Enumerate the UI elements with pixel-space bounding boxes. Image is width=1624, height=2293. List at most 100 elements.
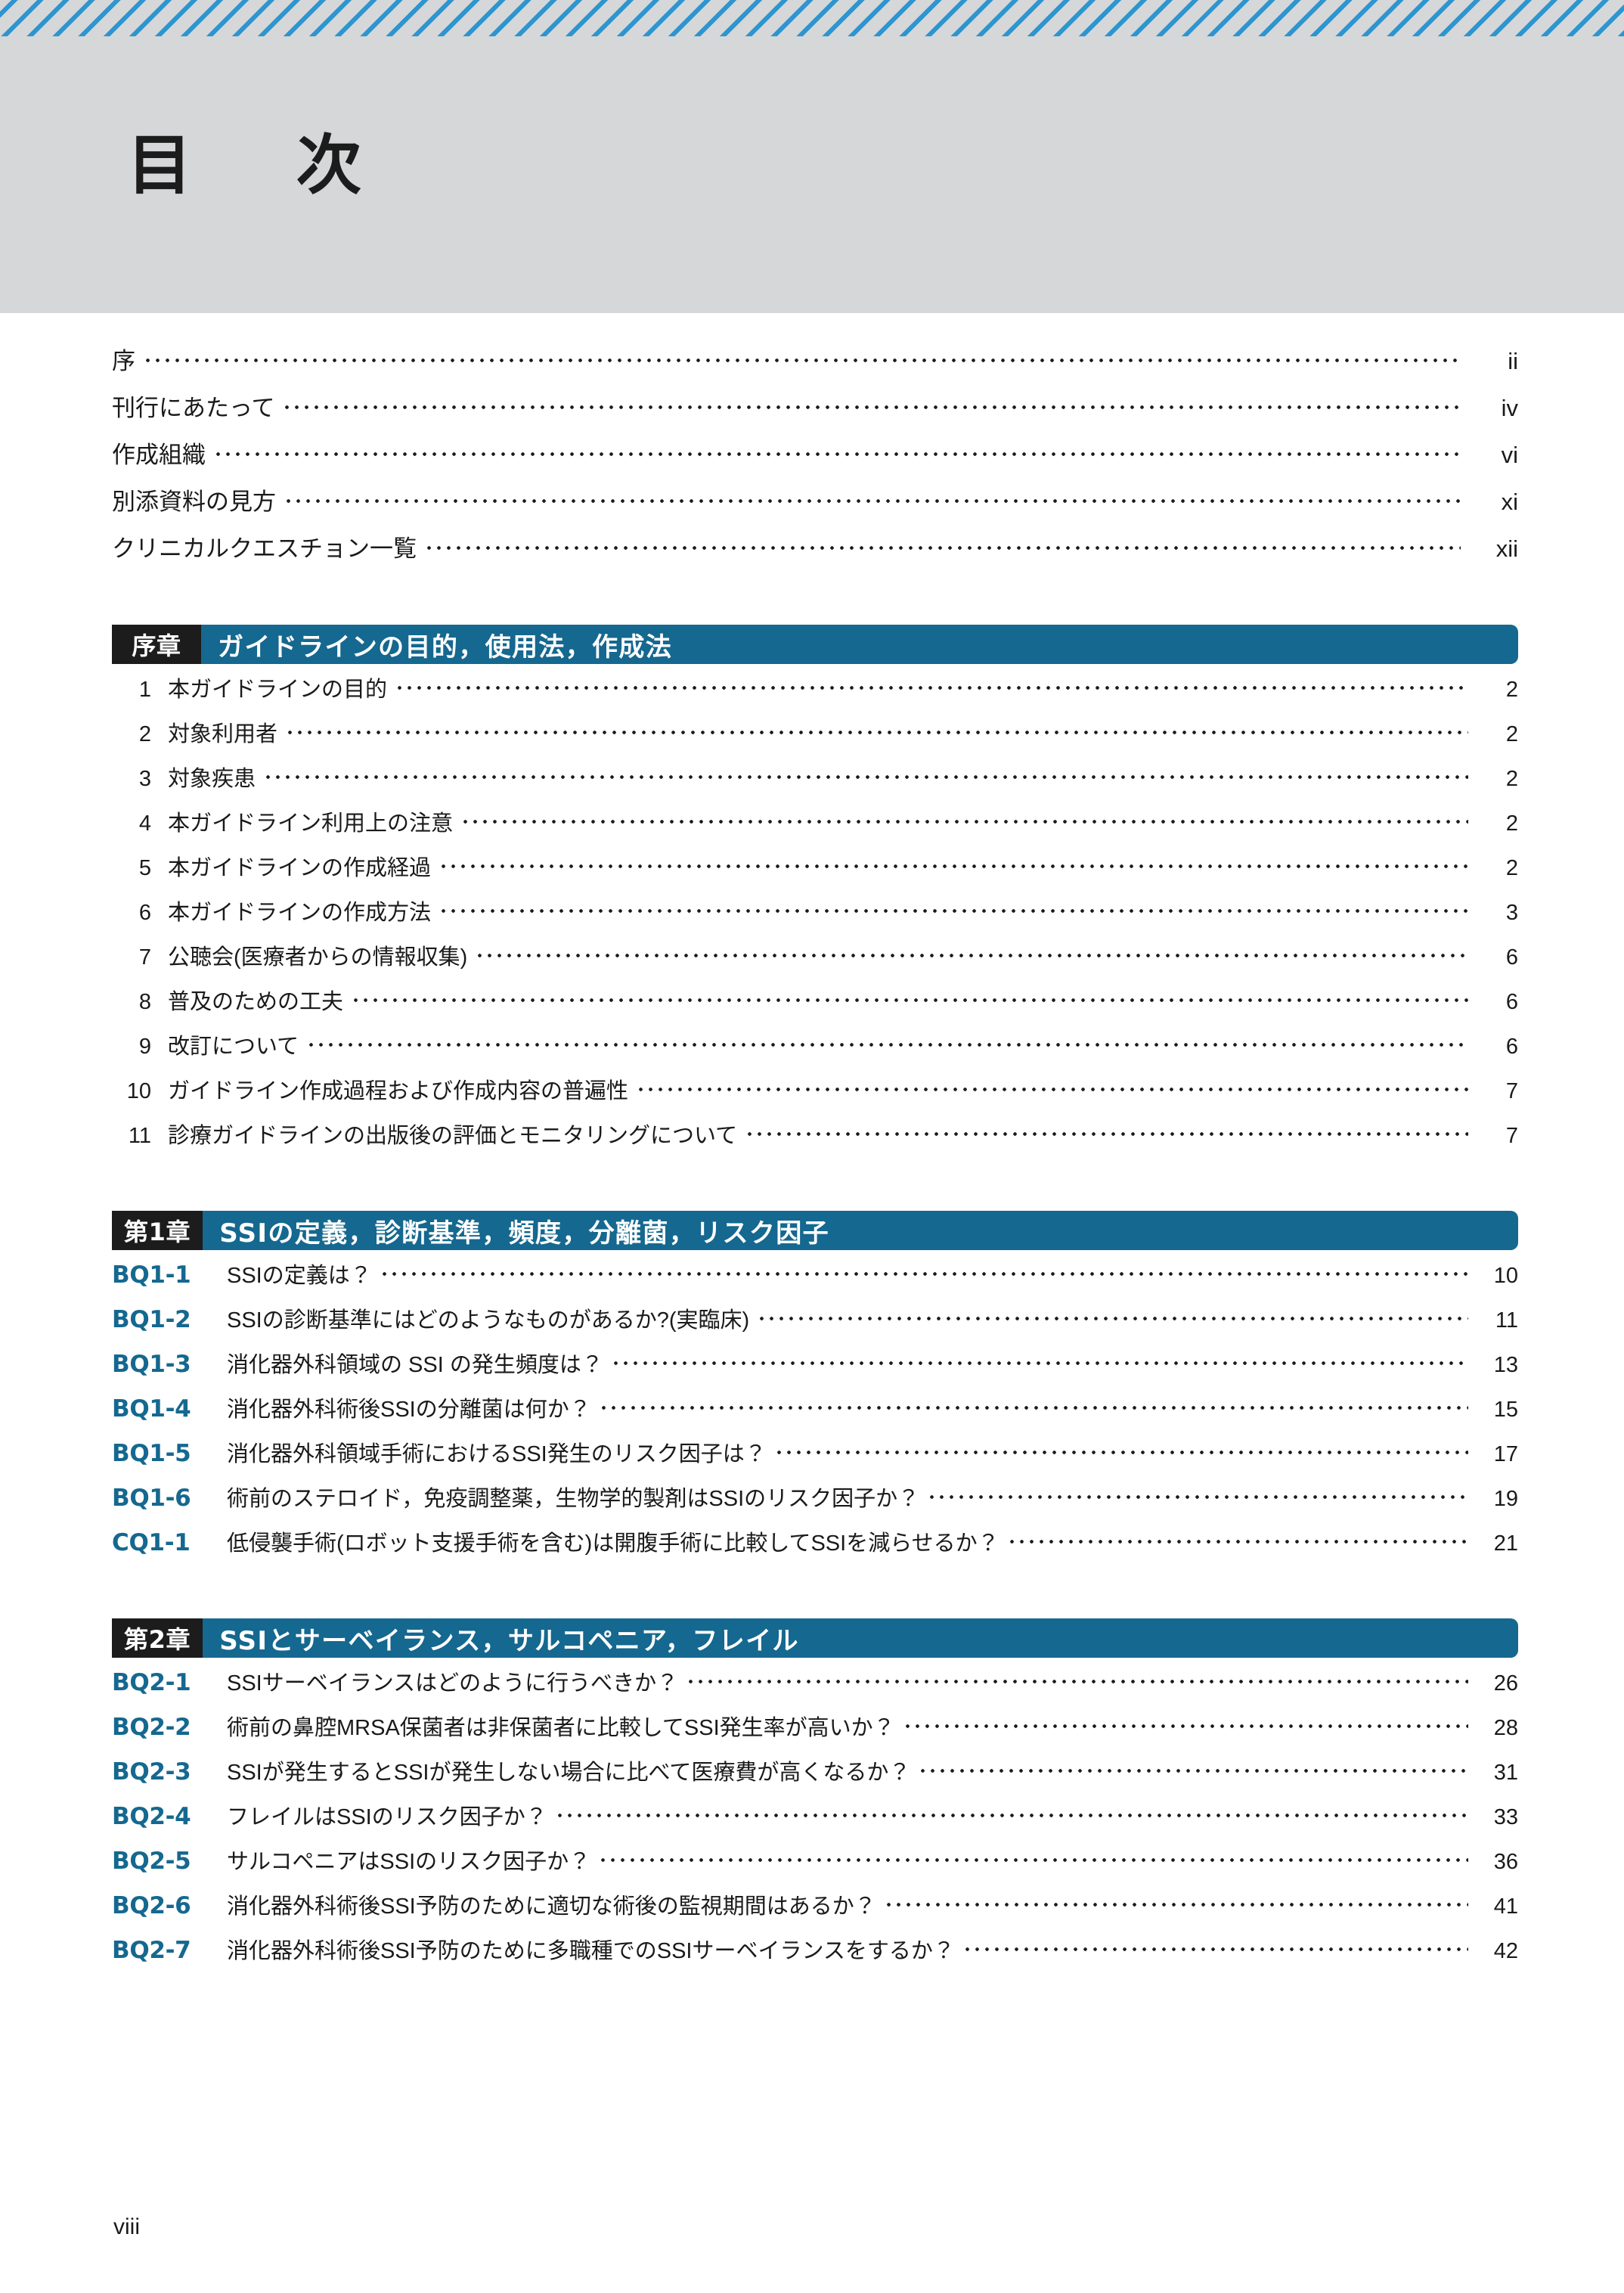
- front-matter-row[interactable]: 作成組織 vi: [112, 436, 1518, 482]
- entry-label: 対象疾患: [168, 767, 256, 791]
- entry-label: SSIの診断基準にはどのようなものがあるか?(実臨床): [227, 1308, 750, 1333]
- dot-leader: [760, 1305, 1468, 1327]
- entry-label: 消化器外科領域手術におけるSSI発生のリスク因子は？: [227, 1442, 767, 1466]
- entry-label: 消化器外科術後SSI予防のために多職種でのSSIサーベイランスをするか？: [227, 1939, 955, 1963]
- question-code: BQ1-4: [112, 1395, 191, 1423]
- entry-page-number: 19: [1493, 1487, 1518, 1511]
- section-spacer: [112, 576, 1518, 596]
- question-code: BQ1-6: [112, 1485, 191, 1512]
- numbered-entry-row[interactable]: 3 対象疾患 2: [112, 761, 1518, 805]
- front-matter-row[interactable]: 刊行にあたって iv: [112, 389, 1518, 436]
- question-entry-row[interactable]: BQ1-5 消化器外科領域手術におけるSSI発生のリスク因子は？ 17: [112, 1436, 1518, 1481]
- entry-page-number: 41: [1493, 1894, 1518, 1919]
- section-spacer: [112, 1570, 1518, 1590]
- entry-page-number: 36: [1493, 1850, 1518, 1874]
- numbered-entry-row[interactable]: 6 本ガイドラインの作成方法 3: [112, 895, 1518, 939]
- question-entry-row[interactable]: BQ1-2 SSIの診断基準にはどのようなものがあるか?(実臨床) 11: [112, 1302, 1518, 1347]
- entry-label: 術前の鼻腔MRSA保菌者は非保菌者に比較してSSI発生率が高いか？: [227, 1716, 895, 1740]
- dot-leader: [382, 1261, 1468, 1283]
- front-matter-label: 作成組織: [112, 442, 206, 468]
- question-entry-row[interactable]: BQ1-4 消化器外科術後SSIの分離菌は何か？ 15: [112, 1392, 1518, 1436]
- entry-page-number: 2: [1505, 856, 1518, 880]
- chapter-title: SSIの定義，診断基準，頻度，分離菌，リスク因子: [203, 1211, 1518, 1250]
- question-entry-row[interactable]: BQ1-1 SSIの定義は？ 10: [112, 1258, 1518, 1302]
- entry-page-number: 28: [1493, 1716, 1518, 1740]
- question-code: BQ1-2: [112, 1306, 191, 1333]
- dot-leader: [442, 898, 1468, 920]
- entry-label: 普及のための工夫: [168, 990, 344, 1014]
- question-entry-row[interactable]: BQ1-6 術前のステロイド，免疫調整薬，生物学的製剤はSSIのリスク因子か？ 19: [112, 1481, 1518, 1525]
- entry-page-number: 42: [1493, 1939, 1518, 1963]
- entry-page-number: 33: [1493, 1805, 1518, 1829]
- entry-label: SSIの定義は？: [227, 1264, 372, 1288]
- front-matter-list: 序 ii 刊行にあたって iv 作成組織 vi 別添資料の見方 xi クリニカルクエスチョン一覧…: [112, 342, 1518, 576]
- entry-number: 2: [138, 722, 151, 746]
- question-entry-row[interactable]: BQ2-1 SSIサーベイランスはどのように行うべきか？ 26: [112, 1665, 1518, 1710]
- chapter-title: ガイドラインの目的，使用法，作成法: [201, 625, 1518, 664]
- entry-label: 公聴会(医療者からの情報収集): [168, 945, 468, 970]
- page-folio: viii: [113, 2214, 140, 2239]
- dot-leader: [463, 808, 1468, 830]
- numbered-entry-row[interactable]: 1 本ガイドラインの目的 2: [112, 672, 1518, 716]
- numbered-entry-row[interactable]: 10 ガイドライン作成過程および作成内容の普遍性 7: [112, 1073, 1518, 1118]
- chapter-header-bar: 第1章 SSIの定義，診断基準，頻度，分離菌，リスク因子: [112, 1211, 1518, 1250]
- question-code: BQ2-1: [112, 1669, 191, 1696]
- entry-page-number: 17: [1493, 1442, 1518, 1466]
- question-entry-row[interactable]: BQ2-5 サルコペニアはSSIのリスク因子か？ 36: [112, 1844, 1518, 1888]
- entry-number: 4: [138, 811, 151, 836]
- dot-leader: [689, 1668, 1468, 1690]
- question-code: BQ2-3: [112, 1758, 191, 1786]
- dot-leader: [288, 719, 1468, 741]
- dot-leader: [285, 393, 1461, 416]
- dot-leader: [965, 1936, 1468, 1958]
- entry-number: 7: [138, 945, 151, 970]
- chapter-title: SSIとサーベイランス，サルコペニア，フレイル: [203, 1618, 1518, 1658]
- question-entry-row[interactable]: BQ1-3 消化器外科領域の SSI の発生頻度は？ 13: [112, 1347, 1518, 1392]
- entry-label: サルコペニアはSSIのリスク因子か？: [227, 1850, 591, 1874]
- dot-leader: [601, 1395, 1468, 1416]
- question-code: BQ1-1: [112, 1261, 191, 1289]
- numbered-entry-row[interactable]: 8 普及のための工夫 6: [112, 984, 1518, 1029]
- question-entry-row[interactable]: BQ2-3 SSIが発生するとSSIが発生しない場合に比べて医療費が高くなるか？ 3…: [112, 1755, 1518, 1799]
- diagonal-stripe-decoration: [0, 0, 1624, 36]
- question-code: BQ2-7: [112, 1937, 191, 1964]
- dot-leader: [216, 439, 1461, 463]
- question-code: BQ1-5: [112, 1440, 191, 1467]
- section-spacer: [112, 1162, 1518, 1182]
- entry-label: 術前のステロイド，免疫調整薬，生物学的製剤はSSIのリスク因子か？: [227, 1487, 920, 1511]
- front-matter-row[interactable]: 別添資料の見方 xi: [112, 482, 1518, 529]
- front-matter-label: 序: [112, 348, 135, 374]
- dot-leader: [146, 346, 1461, 369]
- numbered-entry-row[interactable]: 9 改訂について 6: [112, 1029, 1518, 1073]
- question-entry-row[interactable]: BQ2-7 消化器外科術後SSI予防のために多職種でのSSIサーベイランスをするか…: [112, 1933, 1518, 1978]
- numbered-entry-row[interactable]: 2 対象利用者 2: [112, 716, 1518, 761]
- dot-leader: [921, 1758, 1468, 1779]
- page-header-banner: 目 次: [0, 0, 1624, 313]
- question-code: BQ2-5: [112, 1848, 191, 1875]
- numbered-entry-row[interactable]: 11 診療ガイドラインの出版後の評価とモニタリングについて 7: [112, 1118, 1518, 1162]
- numbered-entry-row[interactable]: 7 公聴会(医療者からの情報収集) 6: [112, 939, 1518, 984]
- front-matter-row[interactable]: 序 ii: [112, 342, 1518, 389]
- dot-leader: [1009, 1528, 1468, 1550]
- question-code: BQ2-4: [112, 1803, 191, 1830]
- entry-label: 消化器外科領域の SSI の発生頻度は？: [227, 1353, 603, 1377]
- front-matter-page-number: xii: [1495, 535, 1518, 562]
- entry-page-number: 11: [1495, 1308, 1518, 1333]
- question-entry-row[interactable]: BQ2-2 術前の鼻腔MRSA保菌者は非保菌者に比較してSSI発生率が高いか？ 28: [112, 1710, 1518, 1755]
- front-matter-page-number: xi: [1501, 489, 1518, 515]
- question-entry-row[interactable]: BQ2-4 フレイルはSSIのリスク因子か？ 33: [112, 1799, 1518, 1844]
- numbered-entry-row[interactable]: 5 本ガイドラインの作成経過 2: [112, 850, 1518, 895]
- dot-leader: [427, 533, 1461, 557]
- entry-page-number: 7: [1505, 1079, 1518, 1103]
- question-entry-row[interactable]: BQ2-6 消化器外科術後SSI予防のために適切な術後の監視期間はあるか？ 41: [112, 1888, 1518, 1933]
- front-matter-page-number: iv: [1501, 395, 1518, 421]
- front-matter-row[interactable]: クリニカルクエスチョン一覧 xii: [112, 529, 1518, 576]
- entry-page-number: 31: [1493, 1761, 1518, 1785]
- question-entry-row[interactable]: CQ1-1 低侵襲手術(ロボット支援手術を含む)は開腹手術に比較してSSIを減らせ…: [112, 1525, 1518, 1570]
- front-matter-label: クリニカルクエスチョン一覧: [112, 535, 417, 562]
- entry-number: 6: [138, 901, 151, 925]
- dot-leader: [776, 1439, 1468, 1461]
- entry-label: 本ガイドライン利用上の注意: [168, 811, 454, 836]
- entry-number: 3: [138, 767, 151, 791]
- numbered-entry-row[interactable]: 4 本ガイドライン利用上の注意 2: [112, 805, 1518, 850]
